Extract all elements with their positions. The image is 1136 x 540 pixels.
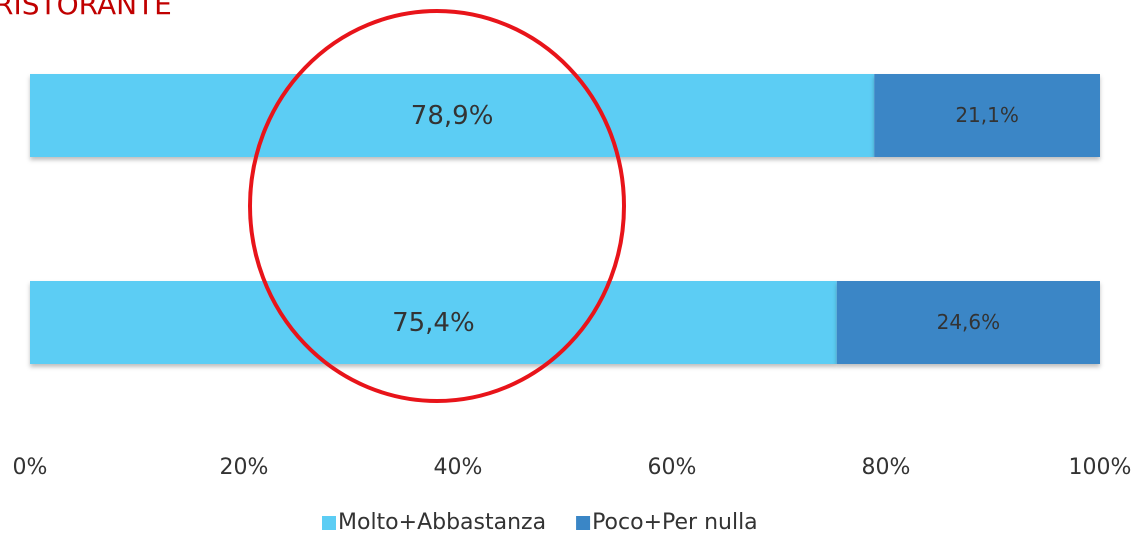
x-tick-label: 20% — [220, 455, 269, 480]
bar-segment — [874, 74, 1100, 157]
data-label: 75,4% — [392, 308, 475, 338]
highlight-circle — [248, 9, 626, 403]
bar-segment — [30, 281, 837, 364]
legend-swatch — [576, 516, 591, 530]
x-tick-label: 80% — [862, 455, 911, 480]
data-label: 78,9% — [411, 101, 494, 131]
legend-swatch — [322, 516, 336, 530]
bar-segment — [30, 74, 875, 157]
legend-label: Molto+Abbastanza — [338, 510, 546, 535]
x-tick-label: 0% — [13, 455, 48, 480]
chart-title: RISTORANTE — [0, 0, 172, 21]
legend: Molto+Abbastanza Poco+Per nulla — [322, 510, 758, 535]
data-label: 24,6% — [937, 310, 1001, 334]
data-label: 21,1% — [955, 103, 1019, 127]
x-tick-label: 60% — [648, 455, 697, 480]
x-tick-label: 40% — [434, 455, 483, 480]
bar-segment — [836, 281, 1100, 364]
x-tick-label: 100% — [1069, 455, 1132, 480]
bars — [30, 74, 1100, 364]
legend-label: Poco+Per nulla — [592, 510, 758, 535]
